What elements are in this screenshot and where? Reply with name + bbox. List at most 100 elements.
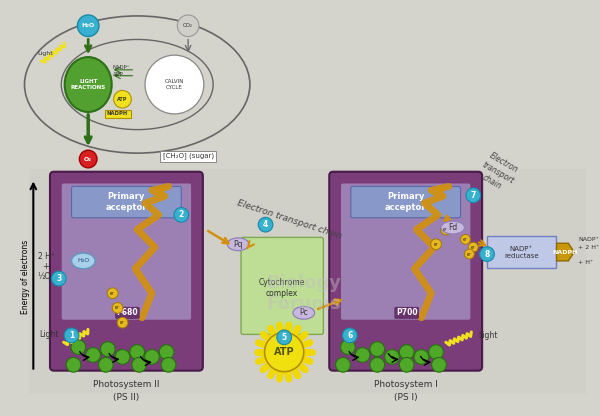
Text: e⁻: e⁻	[110, 291, 116, 296]
Circle shape	[431, 357, 446, 372]
Circle shape	[77, 15, 99, 37]
Circle shape	[79, 150, 97, 168]
Circle shape	[71, 340, 86, 354]
Ellipse shape	[293, 307, 314, 319]
Circle shape	[479, 247, 494, 261]
Circle shape	[132, 357, 146, 372]
Text: +: +	[43, 262, 49, 271]
Circle shape	[145, 349, 159, 364]
Circle shape	[464, 249, 474, 259]
Text: Electron
transport
chain: Electron transport chain	[475, 151, 521, 195]
Text: ATP: ATP	[274, 347, 295, 357]
Circle shape	[370, 342, 385, 357]
Text: 8: 8	[484, 250, 490, 259]
Text: Energy of electrons: Energy of electrons	[21, 240, 30, 314]
Circle shape	[64, 328, 79, 343]
Text: Electron transport chain: Electron transport chain	[236, 198, 343, 241]
Ellipse shape	[71, 253, 95, 269]
Circle shape	[117, 317, 128, 328]
FancyBboxPatch shape	[50, 172, 203, 371]
Text: Cytochrome
complex: Cytochrome complex	[259, 278, 305, 298]
Circle shape	[174, 208, 188, 222]
Circle shape	[370, 357, 385, 372]
Circle shape	[130, 345, 145, 359]
Circle shape	[341, 340, 355, 354]
Circle shape	[414, 349, 429, 364]
Polygon shape	[557, 243, 574, 261]
Circle shape	[107, 288, 118, 299]
Text: 6: 6	[347, 331, 352, 340]
Text: Primary
acceptor: Primary acceptor	[106, 193, 147, 212]
Text: + 2 H⁺: + 2 H⁺	[578, 245, 599, 250]
Text: Pq: Pq	[233, 240, 243, 249]
Text: Primary
acceptor: Primary acceptor	[385, 193, 427, 212]
FancyBboxPatch shape	[241, 238, 323, 334]
Text: NADP⁺: NADP⁺	[578, 237, 599, 242]
Circle shape	[66, 357, 81, 372]
Text: Photosystem II
(PS II): Photosystem II (PS II)	[93, 381, 160, 402]
Text: 4: 4	[263, 220, 268, 229]
Ellipse shape	[441, 221, 464, 234]
Text: ATP: ATP	[118, 97, 128, 102]
Circle shape	[400, 345, 414, 359]
Text: 3: 3	[56, 274, 61, 283]
Circle shape	[355, 348, 370, 362]
Ellipse shape	[65, 57, 112, 112]
Circle shape	[161, 357, 176, 372]
Circle shape	[461, 235, 470, 244]
Text: H₂O: H₂O	[82, 23, 95, 28]
Text: O₂: O₂	[84, 156, 92, 161]
FancyBboxPatch shape	[329, 172, 482, 371]
Text: CO₂: CO₂	[183, 23, 193, 28]
Text: LIGHT
REACTIONS: LIGHT REACTIONS	[71, 79, 106, 90]
Circle shape	[52, 271, 66, 286]
Circle shape	[113, 90, 131, 108]
Circle shape	[385, 349, 400, 364]
Circle shape	[98, 357, 113, 372]
Circle shape	[178, 15, 199, 37]
Text: 2 H⁺: 2 H⁺	[38, 253, 55, 262]
Text: NADP⁺: NADP⁺	[113, 65, 130, 70]
Circle shape	[277, 330, 292, 345]
Text: ADP: ADP	[113, 72, 124, 77]
Text: CALVIN
CYCLE: CALVIN CYCLE	[165, 79, 184, 90]
FancyBboxPatch shape	[341, 183, 470, 320]
Circle shape	[429, 345, 443, 359]
Text: Fd: Fd	[448, 223, 457, 232]
Circle shape	[431, 239, 442, 250]
Text: H₂O: H₂O	[77, 258, 89, 263]
FancyBboxPatch shape	[62, 183, 191, 320]
Circle shape	[112, 302, 123, 313]
Text: 5: 5	[281, 333, 287, 342]
Text: 1: 1	[69, 331, 74, 340]
Circle shape	[343, 328, 357, 343]
Circle shape	[440, 224, 451, 235]
Text: e⁻: e⁻	[433, 242, 439, 247]
Ellipse shape	[227, 238, 249, 250]
Text: e⁻: e⁻	[463, 237, 468, 242]
Bar	[29, 169, 586, 394]
Text: Biology
Forums: Biology Forums	[266, 274, 341, 313]
FancyBboxPatch shape	[71, 186, 181, 218]
Text: e⁻: e⁻	[443, 227, 449, 232]
Text: P700: P700	[396, 308, 418, 317]
FancyBboxPatch shape	[487, 236, 556, 268]
Text: Light: Light	[478, 331, 497, 340]
Text: ½O₂: ½O₂	[38, 272, 55, 281]
Circle shape	[258, 217, 273, 232]
Text: NADPH: NADPH	[107, 111, 128, 116]
Text: 7: 7	[470, 191, 476, 200]
Text: Photosystem I
(PS I): Photosystem I (PS I)	[374, 381, 437, 402]
Text: 2: 2	[179, 210, 184, 219]
Circle shape	[100, 342, 115, 357]
Text: [CH₂O] (sugar): [CH₂O] (sugar)	[163, 153, 214, 159]
Text: P680: P680	[116, 308, 138, 317]
Circle shape	[145, 55, 204, 114]
FancyBboxPatch shape	[351, 186, 461, 218]
Text: NADPH: NADPH	[553, 250, 578, 255]
Circle shape	[265, 332, 304, 371]
Text: NADP⁺
reductase: NADP⁺ reductase	[504, 245, 539, 259]
Circle shape	[159, 345, 174, 359]
Circle shape	[115, 349, 130, 364]
Text: e⁻: e⁻	[115, 305, 121, 310]
